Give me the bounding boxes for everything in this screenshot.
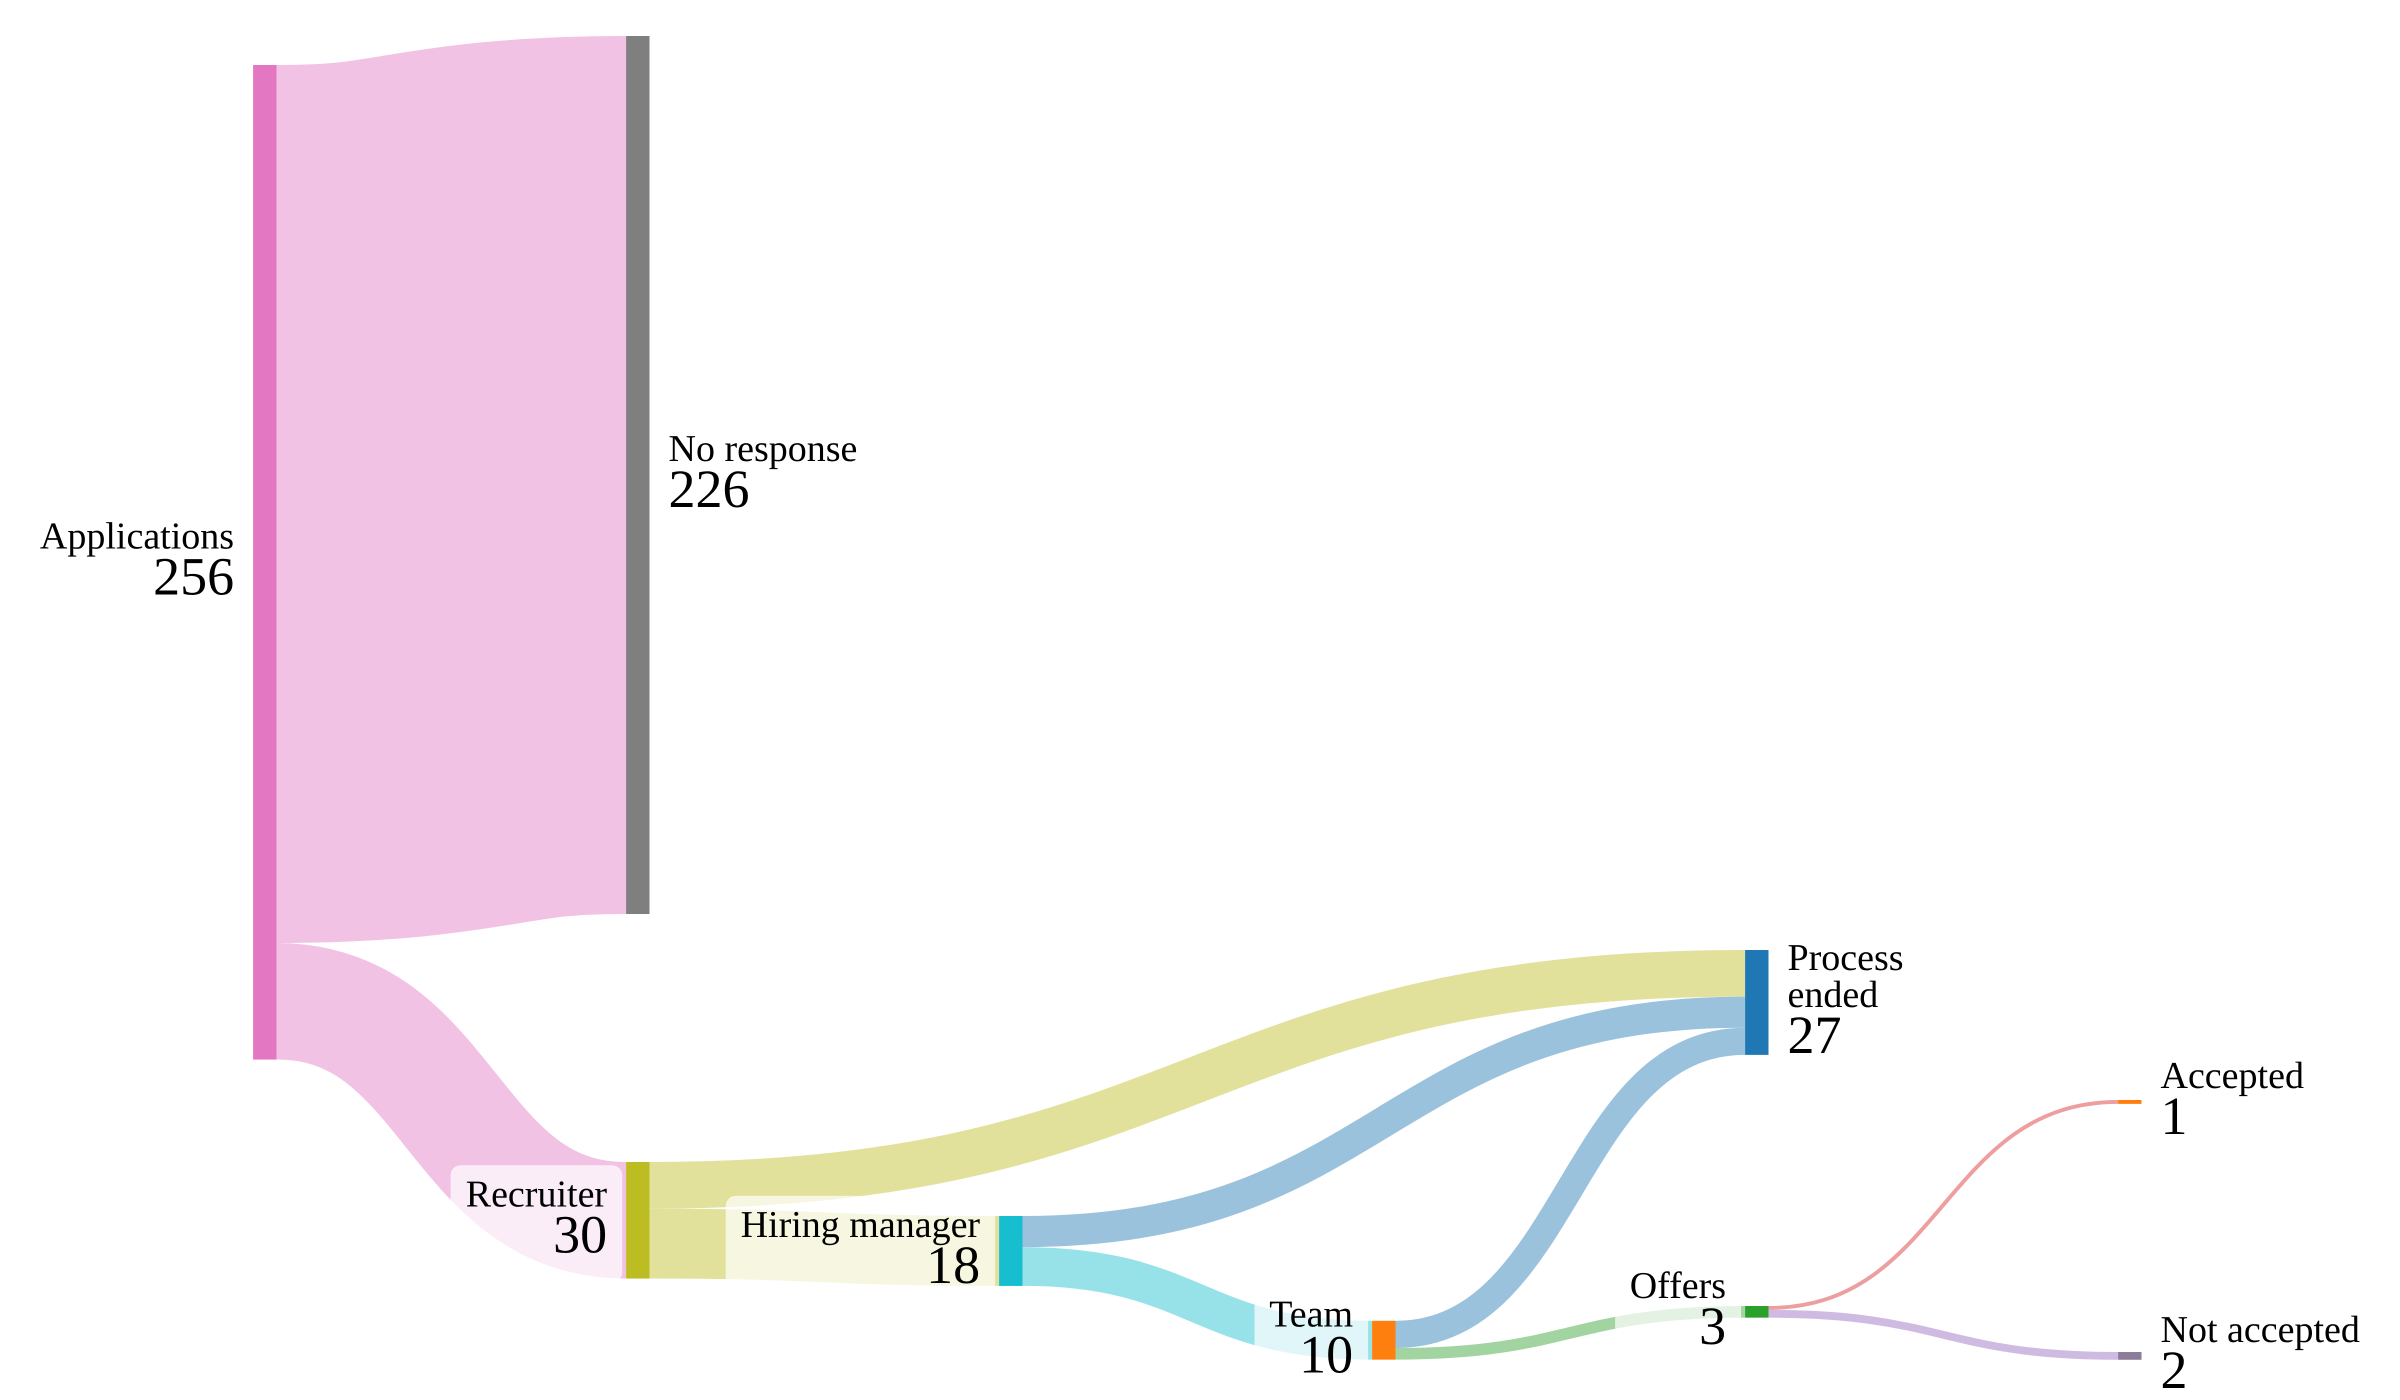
svg-text:Accepted: Accepted xyxy=(2161,1055,2304,1097)
svg-text:Team: Team xyxy=(1269,1293,1353,1335)
svg-text:Not accepted: Not accepted xyxy=(2161,1309,2360,1351)
svg-text:30: 30 xyxy=(553,1204,607,1264)
svg-text:27: 27 xyxy=(1788,1005,1842,1065)
svg-text:Recruiter: Recruiter xyxy=(466,1173,608,1215)
svg-text:No response: No response xyxy=(669,428,858,470)
svg-text:3: 3 xyxy=(1699,1296,1726,1356)
svg-text:ended: ended xyxy=(1788,974,1879,1016)
svg-text:Applications: Applications xyxy=(40,515,234,557)
svg-text:Process: Process xyxy=(1788,937,1904,979)
svg-text:2: 2 xyxy=(2161,1340,2188,1400)
svg-text:1: 1 xyxy=(2161,1086,2188,1146)
svg-text:10: 10 xyxy=(1299,1324,1353,1384)
svg-text:Hiring manager: Hiring manager xyxy=(741,1204,981,1246)
svg-text:256: 256 xyxy=(153,546,234,606)
svg-text:18: 18 xyxy=(926,1235,980,1295)
svg-text:Offers: Offers xyxy=(1630,1265,1726,1307)
svg-text:226: 226 xyxy=(669,459,750,519)
